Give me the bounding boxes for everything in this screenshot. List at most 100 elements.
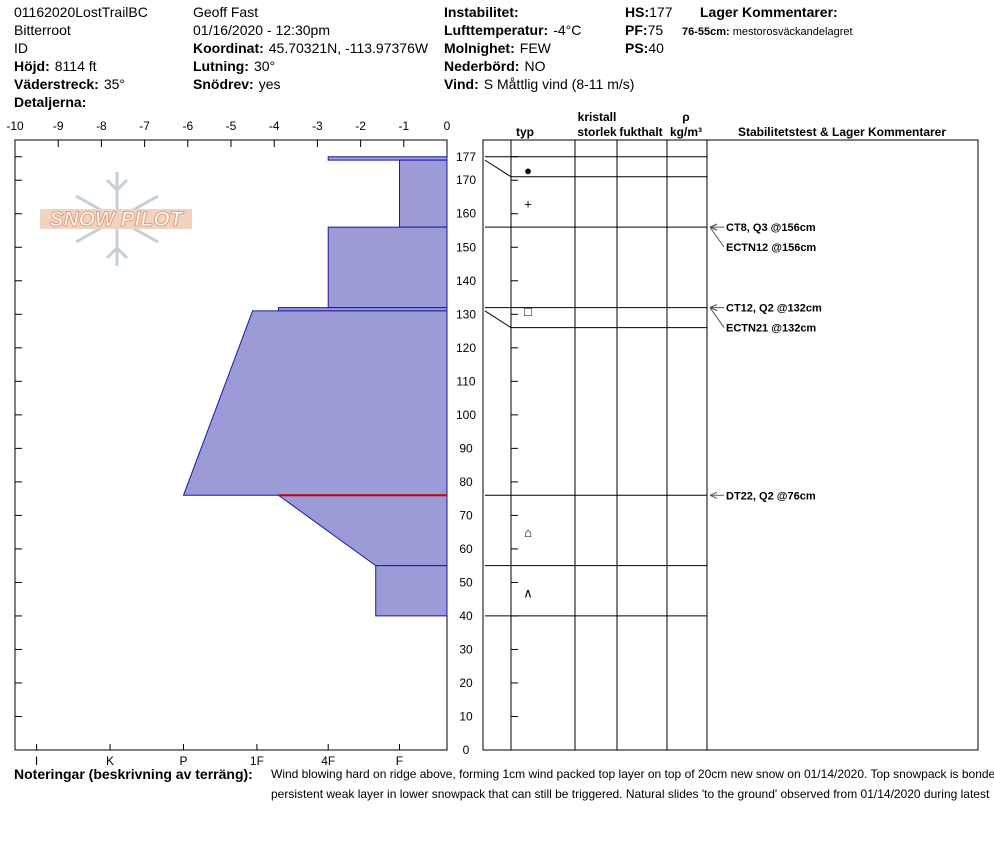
hardness-label: K [106, 754, 114, 768]
field-value: 177 [649, 4, 673, 20]
y-tick-label: 50 [459, 575, 473, 589]
field-label: Koordinat: [193, 40, 264, 56]
header-field: Detaljerna: [14, 94, 86, 110]
column-header: fukthalt [619, 125, 662, 139]
hardness-layer [276, 494, 448, 567]
column-header: typ [516, 125, 534, 139]
layer-table-frame [482, 139, 979, 751]
comment-value: mestorosväckandelagret [733, 26, 853, 38]
y-tick-label: 100 [456, 408, 476, 422]
y-tick-label: 40 [459, 609, 473, 623]
layer-comment: 76-55cm: mestorosväckandelagret [682, 26, 853, 38]
y-tick-label: 70 [459, 508, 473, 522]
field-label: Lutning: [193, 58, 249, 74]
hardness-layer [398, 159, 448, 228]
header-field: Koordinat: 45.70321N, -113.97376W [193, 40, 429, 56]
header-text: 01/16/2020 - 12:30pm [193, 22, 330, 38]
stability-test: DT22, Q2 @76cm [726, 490, 816, 502]
y-tick-label: 0 [463, 743, 470, 757]
header-field: Nederbörd: NO [444, 58, 546, 74]
header-field: PS:40 [625, 40, 664, 56]
header-field: Lufttemperatur: -4°C [444, 22, 581, 38]
grain-symbol: + [524, 197, 532, 212]
field-label: Snödrev: [193, 76, 254, 92]
column-header: Stabilitetstest & Lager Kommentarer [738, 125, 946, 139]
field-label: Väderstreck: [14, 76, 99, 92]
notes-line: persistent weak layer in lower snowpack … [271, 787, 990, 801]
hardness-label: 4F [321, 754, 335, 768]
field-label: PF: [625, 22, 648, 38]
field-label: PS: [625, 40, 648, 56]
hardness-layer [182, 310, 448, 496]
field-value: 35° [104, 76, 125, 92]
field-value: 8114 ft [55, 58, 97, 74]
x-tick-label: -2 [355, 119, 366, 133]
field-label: Vind: [444, 76, 479, 92]
x-tick-label: -9 [53, 119, 64, 133]
header-field: Lutning: 30° [193, 58, 275, 74]
layer-connector [484, 310, 512, 329]
field-value: 75 [648, 22, 664, 38]
header-field: Molnighet: FEW [444, 40, 552, 56]
y-tick-label: 90 [459, 441, 473, 455]
notes-label: Noteringar (beskrivning av terräng): [14, 766, 253, 782]
y-tick-label: 30 [459, 642, 473, 656]
stability-test: ECTN12 @156cm [726, 242, 816, 254]
logo-text: SNOW PILOT [50, 208, 185, 231]
layer-connector [484, 159, 512, 178]
header-text: ID [14, 40, 28, 56]
y-tick-label: 160 [456, 207, 476, 221]
comment-label: 76-55cm: [682, 26, 730, 38]
field-label: Molnighet: [444, 40, 515, 56]
stability-test: CT8, Q3 @156cm [726, 222, 816, 234]
grain-symbol: ⌂ [524, 525, 532, 540]
header-text: Geoff Fast [193, 4, 258, 20]
field-label: HS: [625, 4, 649, 20]
y-tick-label: 110 [456, 374, 475, 388]
grain-symbol: ∧ [523, 585, 533, 600]
field-value: yes [259, 76, 281, 92]
hardness-layer [327, 156, 448, 161]
logo-band [40, 209, 192, 229]
grain-symbol: □ [524, 304, 532, 319]
hardness-layer [278, 307, 448, 312]
field-value: 40 [648, 40, 664, 56]
hardness-label: P [179, 754, 187, 768]
test-arrow [709, 226, 725, 248]
field-label: Detaljerna: [14, 94, 86, 110]
y-tick-label: 150 [456, 240, 476, 254]
layer-comments-title: Lager Kommentarer: [700, 4, 838, 20]
y-tick-label: 20 [459, 676, 473, 690]
header-text: 01162020LostTrailBC [14, 4, 148, 20]
hardness-label: F [396, 754, 403, 768]
field-value: FEW [520, 40, 552, 56]
y-tick-label: 130 [456, 307, 476, 321]
field-label: Höjd: [14, 58, 50, 74]
test-arrow [709, 307, 725, 328]
column-header: kristall [578, 110, 617, 124]
header-field: Vind: S Måttlig vind (8-11 m/s) [444, 76, 634, 92]
y-tick-label: 177 [456, 150, 476, 164]
y-tick-label: 140 [456, 274, 476, 288]
header-field: Instabilitet: [444, 4, 519, 20]
test-arrowhead [709, 304, 718, 312]
header-field: HS:177 [625, 4, 673, 20]
x-tick-label: -6 [182, 119, 193, 133]
x-tick-label: -1 [398, 119, 409, 133]
hardness-label: I [35, 754, 38, 768]
header-field: Snödrev: yes [193, 76, 280, 92]
y-tick-label: 80 [459, 475, 473, 489]
field-value: 30° [254, 58, 275, 74]
field-label: Instabilitet: [444, 4, 519, 20]
grain-symbol: ● [524, 163, 532, 178]
x-tick-label: -5 [226, 119, 237, 133]
hardness-label: 1F [250, 754, 264, 768]
header-text: Bitterroot [14, 22, 71, 38]
stability-test: CT12, Q2 @132cm [726, 303, 822, 315]
field-value: NO [524, 58, 545, 74]
hardness-layer [327, 226, 448, 309]
header-field: Höjd: 8114 ft [14, 58, 97, 74]
x-tick-label: -3 [312, 119, 323, 133]
